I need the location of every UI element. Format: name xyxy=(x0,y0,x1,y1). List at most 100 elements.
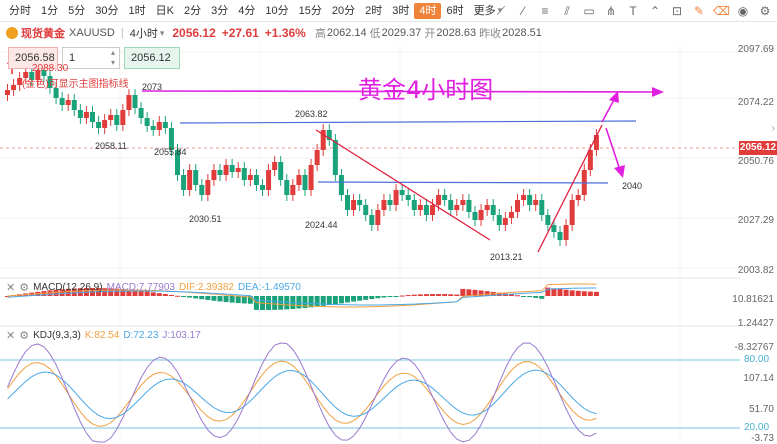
gear-icon[interactable]: ⚙ xyxy=(19,330,30,342)
axis-label: 2074.22 xyxy=(737,97,774,108)
candle-body xyxy=(90,112,95,122)
dif-label: DIF:2.39382 xyxy=(178,282,234,293)
macd-bar xyxy=(539,296,545,299)
buy-price-button[interactable]: 2056.12 xyxy=(124,47,180,69)
down-arrow-line[interactable] xyxy=(605,127,621,171)
macd-bar xyxy=(138,290,144,296)
stepper-arrows-icon[interactable]: ▴ ▾ xyxy=(110,48,115,67)
line-tool-icon[interactable]: ∕ xyxy=(521,4,524,18)
macd-bar xyxy=(193,296,199,299)
settings-icon[interactable]: ⚙ xyxy=(759,4,771,18)
period-label[interactable]: 4小时 xyxy=(129,28,158,40)
trend-down-line[interactable] xyxy=(315,129,491,241)
tab-period[interactable]: 3时 xyxy=(392,4,410,17)
fib-tool-icon[interactable]: ⋔ xyxy=(605,4,617,18)
tab-period[interactable]: 5分 xyxy=(68,4,86,17)
tab-period[interactable]: 10分 xyxy=(265,4,289,17)
macd-bar xyxy=(102,288,108,296)
tab-period[interactable]: 更多 xyxy=(473,4,496,17)
up-arrow-head xyxy=(609,91,619,103)
price-change-pct: +1.36% xyxy=(264,26,306,40)
candle-body xyxy=(472,212,478,220)
eye-icon[interactable]: ◉ xyxy=(737,4,749,18)
candle-body xyxy=(296,175,302,185)
candle-body xyxy=(83,112,89,118)
tab-period[interactable]: 日K xyxy=(155,4,174,17)
candle-body xyxy=(144,118,150,126)
candle-body xyxy=(557,232,563,240)
label-2055: 2055.84 xyxy=(154,147,187,157)
tab-period[interactable]: 2时 xyxy=(365,4,383,17)
channel-tool-icon[interactable]: ⫽ xyxy=(564,4,570,18)
zoom-tool-icon[interactable]: ⊡ xyxy=(671,4,683,18)
tab-period[interactable]: 15分 xyxy=(298,4,322,17)
support-line[interactable] xyxy=(317,181,609,184)
macd-bar xyxy=(150,292,156,296)
trend-up-line[interactable] xyxy=(537,124,603,253)
macd-bar xyxy=(521,296,527,297)
dea-label: DEA:-1.49570 xyxy=(238,282,301,293)
text-tool-icon[interactable]: T xyxy=(629,4,637,18)
user-drawings[interactable] xyxy=(0,54,740,253)
tab-period[interactable]: 4时 xyxy=(414,2,442,19)
target-arrow-head xyxy=(652,87,664,97)
kdj-80-tag: 80.00 xyxy=(744,354,770,365)
low-label: 低 xyxy=(369,28,381,40)
eraser-icon[interactable]: ⌫ xyxy=(713,4,730,18)
candle-body xyxy=(253,175,259,185)
macd-bar xyxy=(211,296,217,301)
quantity-value[interactable]: 1 xyxy=(69,52,76,64)
candle-body xyxy=(466,200,472,212)
symbol-code[interactable]: XAUUSD xyxy=(69,27,115,39)
trendline-tool-icon[interactable]: ⟋ xyxy=(496,4,506,18)
macd-bar xyxy=(575,290,581,296)
candle-body xyxy=(162,122,168,128)
tab-period[interactable]: 20分 xyxy=(331,4,356,17)
period-tabs: 分时 1分 5分 30分 1时 日K 2分 3分 4分 10分 15分 20分 2时 3时 4时 6时 更多 ▾ xyxy=(0,0,502,22)
tab-period[interactable]: 1分 xyxy=(41,4,59,17)
target-arrow-line[interactable] xyxy=(141,90,656,93)
quantity-stepper[interactable]: 1 ▴ ▾ xyxy=(62,47,120,69)
chevron-down-icon[interactable]: ▾ xyxy=(159,27,165,38)
chevron-right-icon[interactable]: › xyxy=(771,123,775,134)
tab-period[interactable]: 2分 xyxy=(183,4,202,17)
resistance-line[interactable] xyxy=(179,120,637,124)
sell-price-button[interactable]: 2056.58 xyxy=(8,47,58,69)
candle-body xyxy=(114,115,120,125)
macd-bar xyxy=(508,294,514,296)
tab-period[interactable]: 6时 xyxy=(446,4,464,17)
close-icon[interactable]: ✕ xyxy=(6,282,16,294)
chevron-down-icon[interactable]: ▾ xyxy=(497,5,503,15)
tab-period[interactable]: 3分 xyxy=(211,4,229,17)
candle-body xyxy=(229,165,235,172)
tab-period[interactable]: 4分 xyxy=(238,4,256,17)
rect-tool-icon[interactable]: ▭ xyxy=(583,4,595,18)
tab-period[interactable]: 30分 xyxy=(95,4,119,17)
edit-icon[interactable]: ✎ xyxy=(693,4,705,18)
up-arrow-line[interactable] xyxy=(601,97,616,123)
candle-body xyxy=(405,195,411,200)
label-2024: 2024.44 xyxy=(305,220,338,230)
candle-body xyxy=(308,165,314,190)
close-icon[interactable]: ✕ xyxy=(6,330,16,342)
symbol-name[interactable]: 现货黄金 xyxy=(21,28,65,40)
macd-axis-label: 1.24427 xyxy=(737,318,774,329)
candle-body xyxy=(314,150,320,165)
hline-tool-icon[interactable]: ≡ xyxy=(541,4,549,18)
tab-period[interactable]: 分时 xyxy=(9,4,31,17)
tab-period[interactable]: 1时 xyxy=(128,4,146,17)
price-axis[interactable]: 2097.69 2074.22 2050.76 2027.29 2003.82 … xyxy=(732,43,777,444)
macd-bar xyxy=(533,296,539,298)
candle-body xyxy=(539,200,545,215)
candle-body xyxy=(193,170,199,185)
gear-icon[interactable]: ⚙ xyxy=(19,282,30,294)
macd-bar xyxy=(442,294,448,296)
current-price: 2056.12 xyxy=(172,26,216,40)
candle-body xyxy=(375,210,381,225)
candle-body xyxy=(563,225,569,240)
candle-body xyxy=(41,70,47,76)
candle-body xyxy=(199,185,205,195)
candle-body xyxy=(272,162,278,170)
expand-tool-icon[interactable]: ⌃ xyxy=(649,4,661,18)
